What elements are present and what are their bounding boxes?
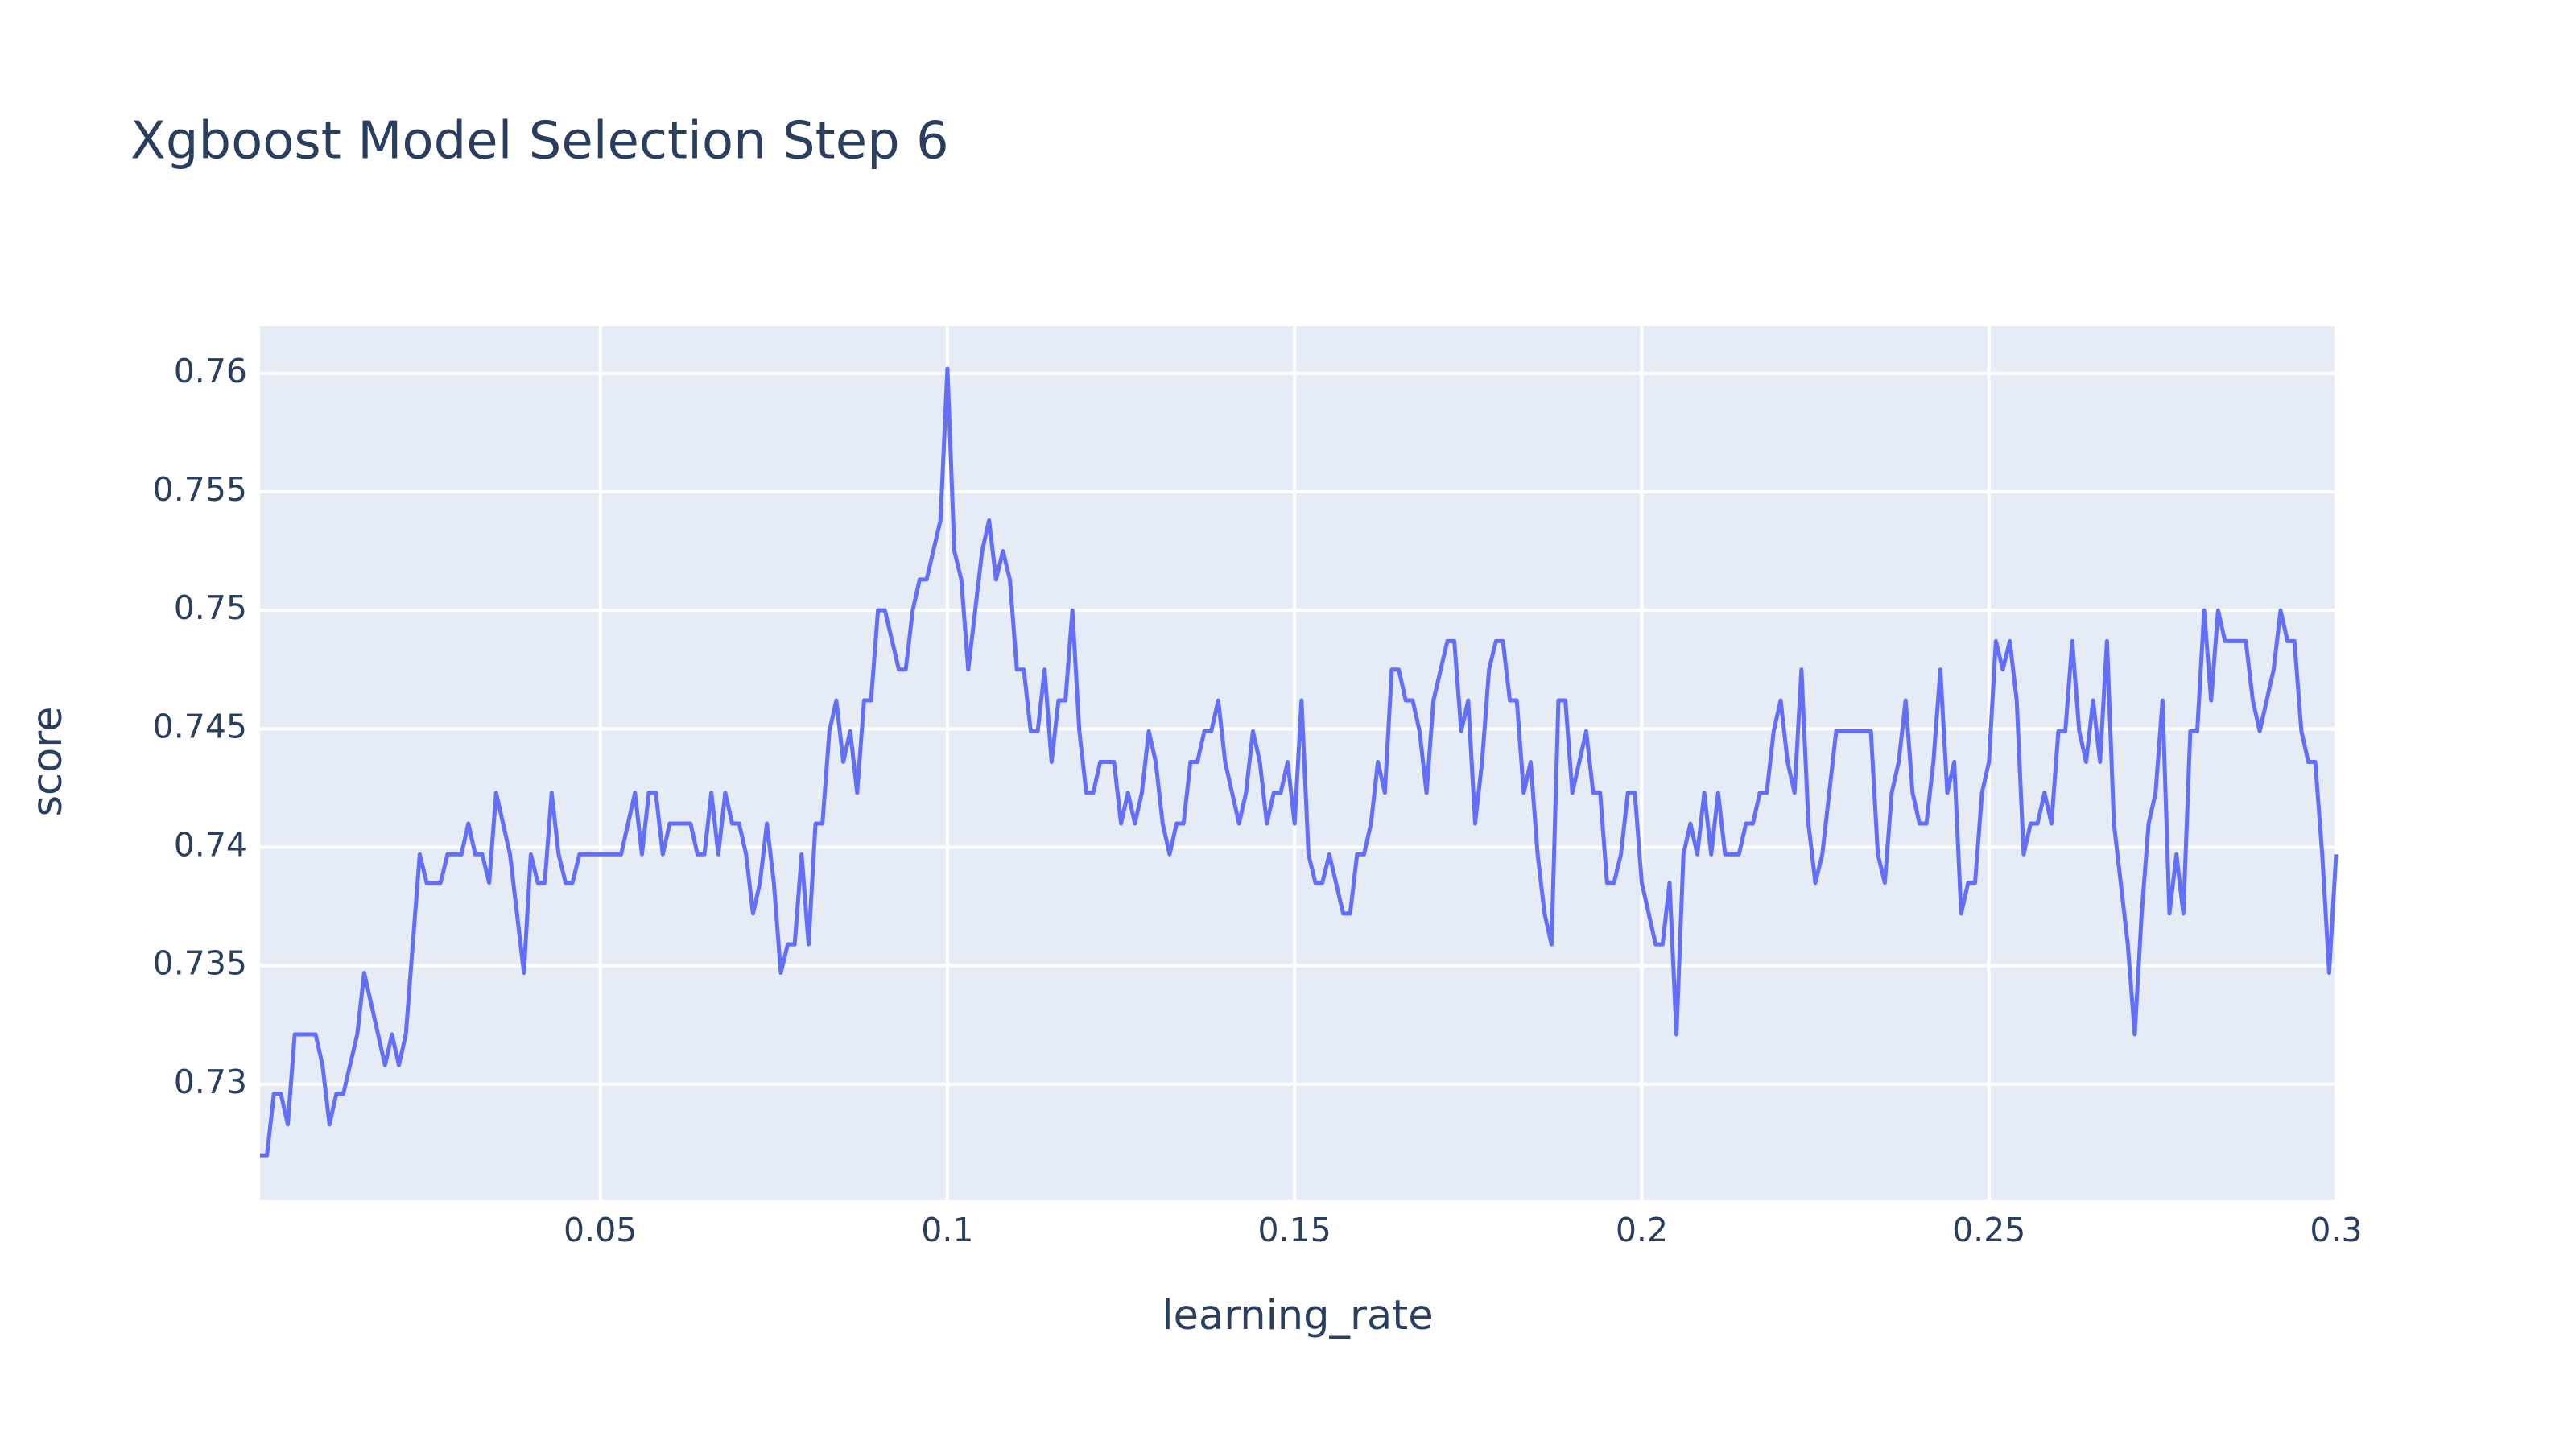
y-tick-label: 0.75 — [174, 588, 247, 627]
x-tick-label: 0.2 — [1616, 1211, 1668, 1249]
x-tick-label: 0.15 — [1258, 1211, 1331, 1249]
x-axis-title: learning_rate — [1162, 1292, 1433, 1340]
y-tick-label: 0.735 — [153, 944, 247, 983]
y-tick-label: 0.755 — [153, 470, 247, 509]
x-tick-label: 0.25 — [1952, 1211, 2025, 1249]
y-tick-label: 0.73 — [174, 1063, 247, 1101]
marks — [260, 366, 2339, 1158]
y-tick-label: 0.74 — [174, 825, 247, 864]
chart-title: Xgboost Model Selection Step 6 — [130, 112, 949, 171]
x-tick-label: 0.3 — [2310, 1211, 2362, 1249]
x-tick-label: 0.05 — [564, 1211, 637, 1249]
data-line — [260, 366, 2339, 1158]
y-tick-label: 0.745 — [153, 707, 247, 745]
y-tick-label: 0.76 — [174, 352, 247, 390]
x-tick-label: 0.1 — [921, 1211, 973, 1249]
y-axis-title: score — [24, 706, 72, 816]
